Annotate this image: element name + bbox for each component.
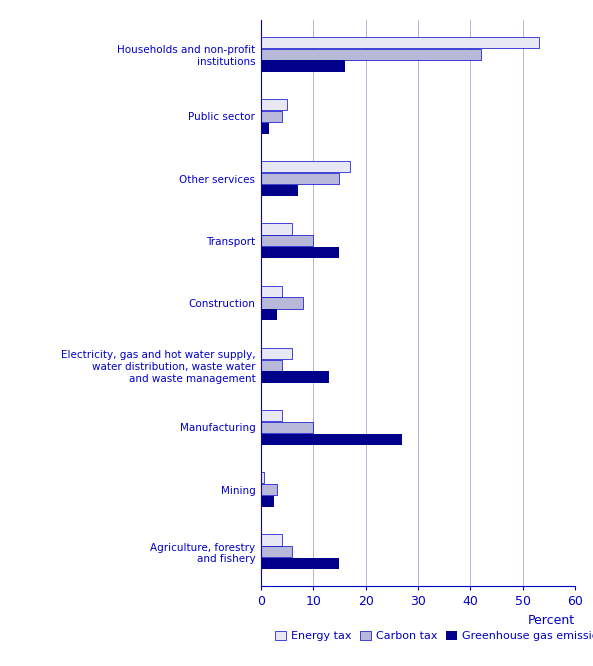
Bar	[261, 496, 274, 507]
Bar	[261, 49, 481, 60]
Bar	[261, 123, 269, 134]
Bar	[261, 534, 282, 545]
Bar	[261, 372, 329, 383]
Bar	[261, 37, 538, 48]
Legend: Energy tax, Carbon tax, Greenhouse gas emissions: Energy tax, Carbon tax, Greenhouse gas e…	[271, 627, 593, 645]
Bar	[261, 223, 292, 234]
Bar	[261, 286, 282, 297]
Bar	[261, 360, 282, 371]
X-axis label: Percent: Percent	[528, 613, 575, 627]
Bar	[261, 309, 276, 320]
Bar	[261, 161, 350, 172]
Bar	[261, 247, 339, 258]
Bar	[261, 434, 402, 445]
Bar	[261, 173, 339, 184]
Bar	[261, 111, 282, 122]
Bar	[261, 185, 298, 196]
Bar	[261, 99, 287, 110]
Bar	[261, 422, 313, 433]
Bar	[261, 410, 282, 421]
Bar	[261, 348, 292, 359]
Bar	[261, 61, 345, 72]
Bar	[261, 484, 276, 496]
Bar	[261, 235, 313, 246]
Bar	[261, 298, 303, 308]
Bar	[261, 558, 339, 569]
Bar	[261, 472, 263, 484]
Bar	[261, 546, 292, 557]
